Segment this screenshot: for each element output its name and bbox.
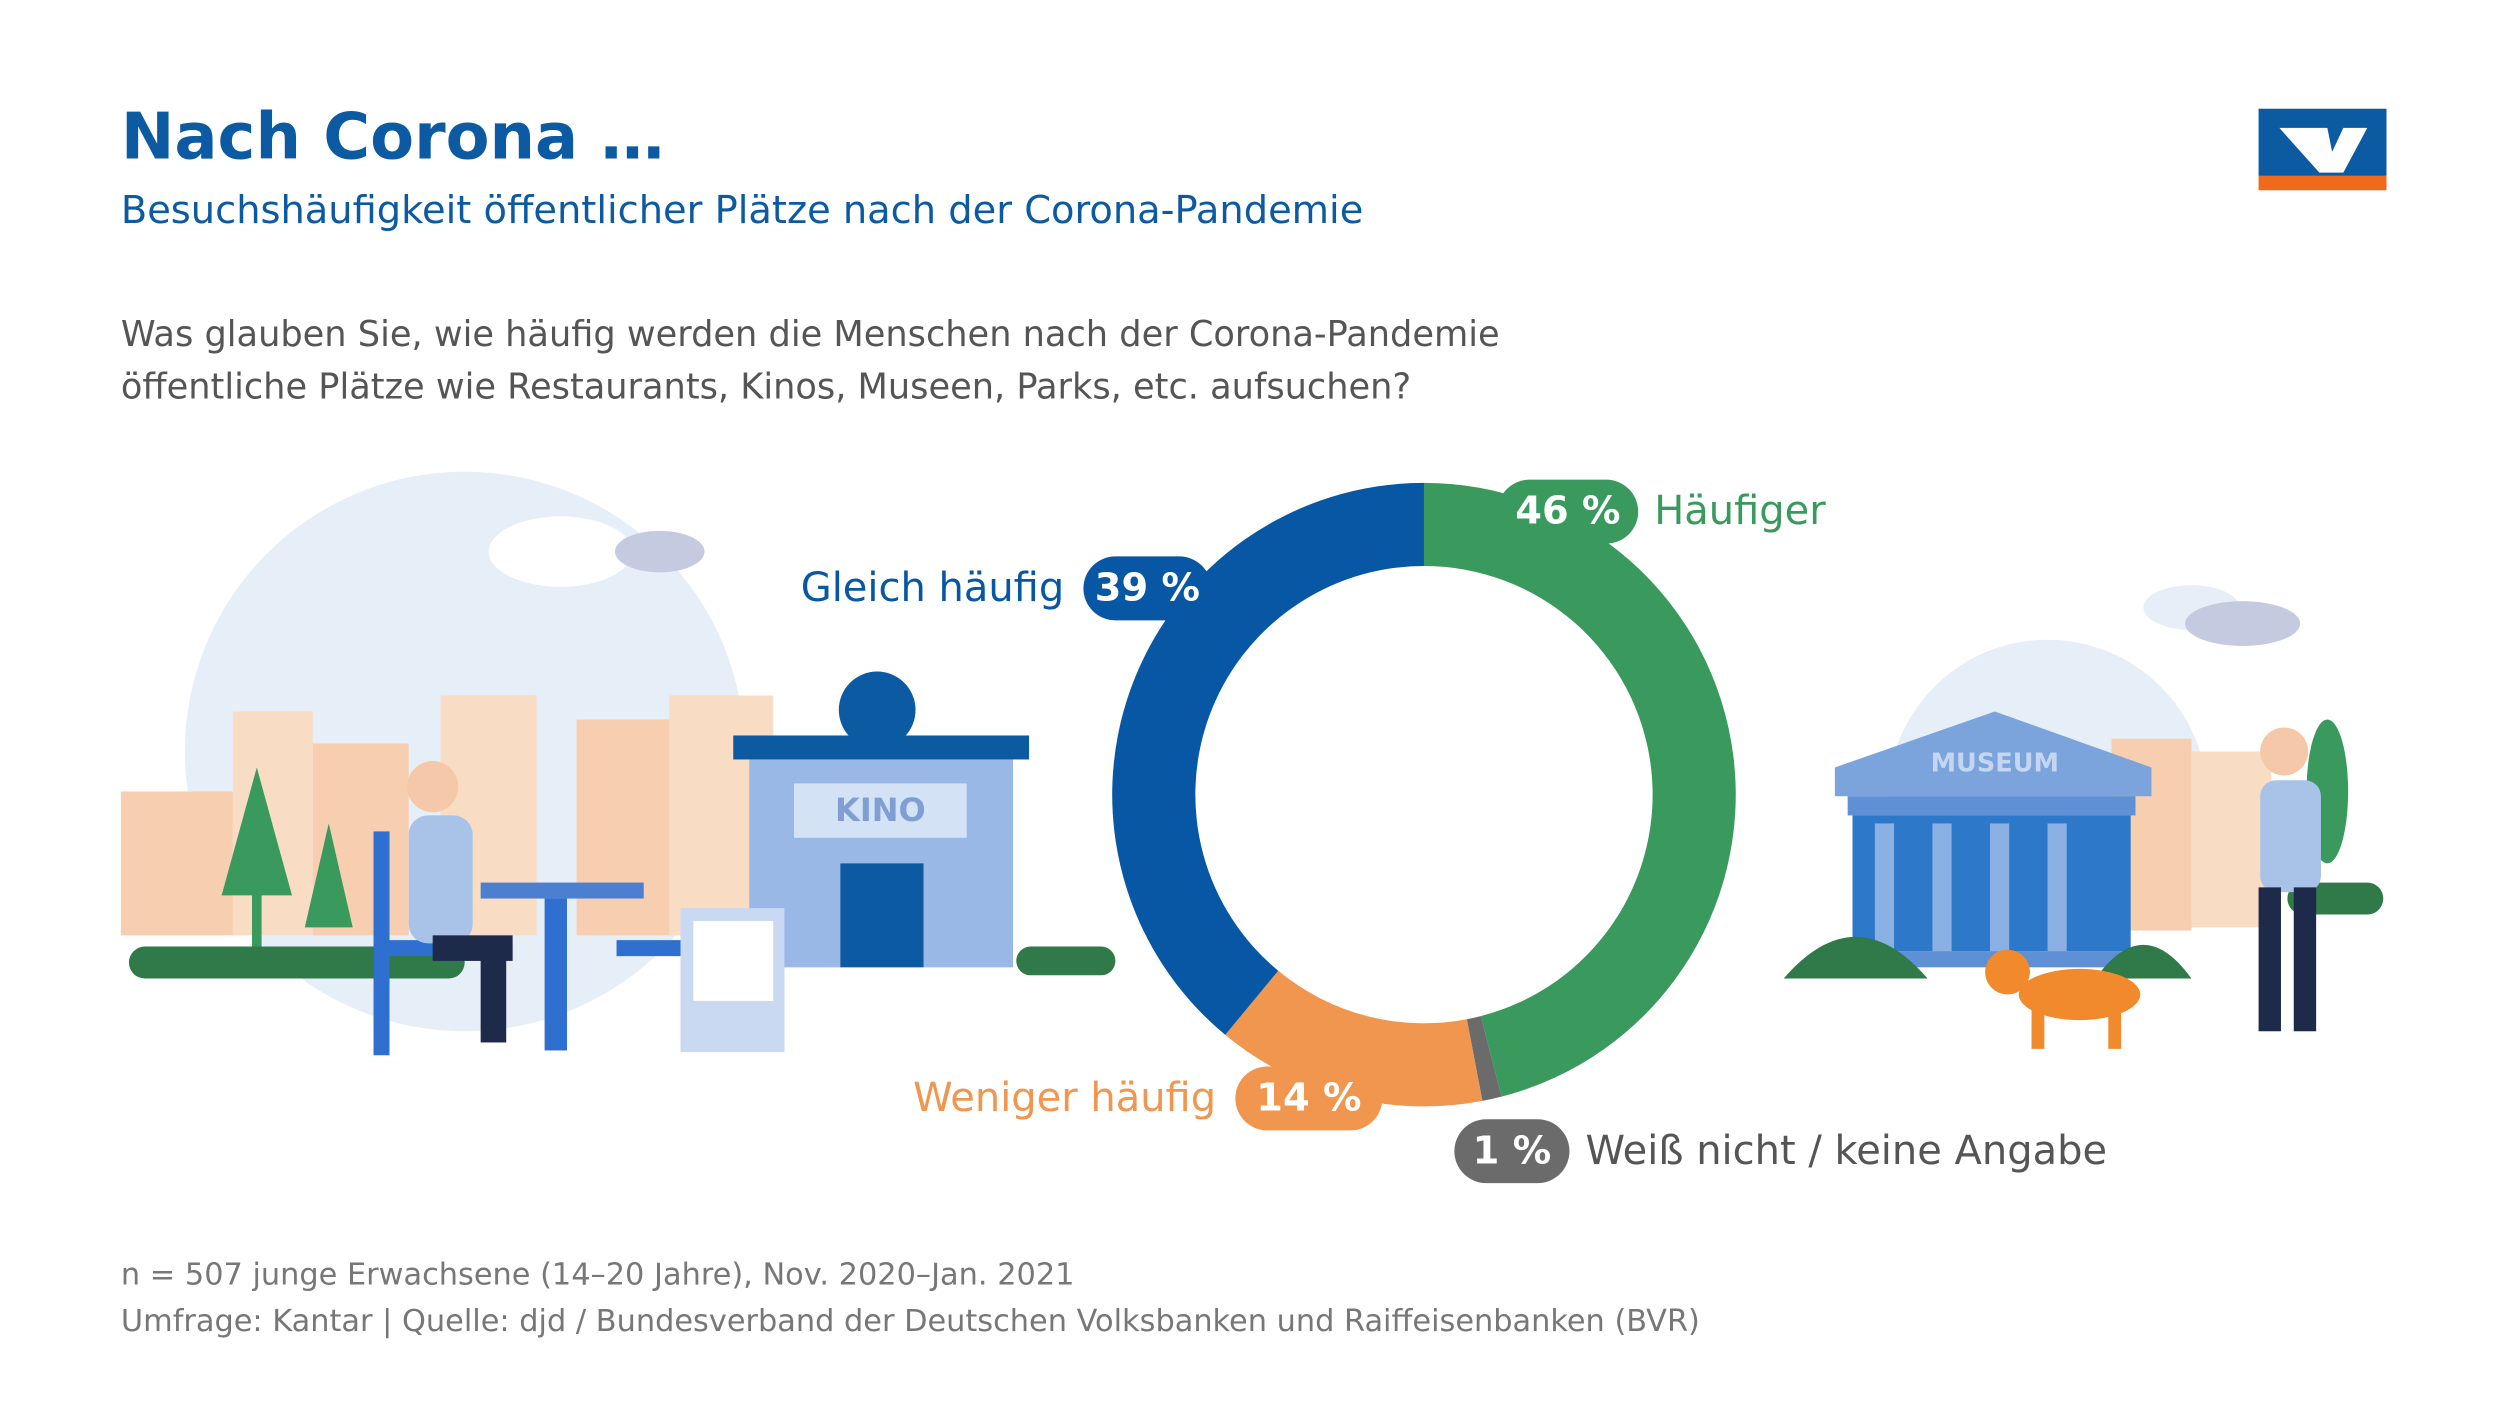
category-label: Weniger häufig bbox=[913, 1075, 1216, 1121]
data-label: 1 % bbox=[1473, 1128, 1551, 1173]
data-label: 39 % bbox=[1095, 565, 1200, 610]
donut-segment bbox=[1423, 482, 1736, 1097]
source: Umfrage: Kantar | Quelle: djd / Bundesve… bbox=[121, 1304, 1700, 1339]
donut-segment bbox=[1466, 1016, 1502, 1101]
museum-sign: MUSEUM bbox=[1931, 748, 2059, 778]
category-label: Gleich häufig bbox=[801, 565, 1065, 611]
category-label: Weiß nicht / keine Angabe bbox=[1585, 1128, 2107, 1174]
value-pill bbox=[1235, 1066, 1383, 1131]
logo bbox=[2258, 108, 2387, 191]
chart-subtitle: Besuchshäufigkeit öffentlicher Plätze na… bbox=[121, 188, 1363, 233]
value-pill bbox=[1083, 556, 1212, 621]
note: n = 507 junge Erwachsene (14–20 Jahre), … bbox=[121, 1257, 1075, 1292]
right-illustration: MUSEUM bbox=[1783, 585, 2384, 1049]
donut-segment bbox=[1112, 482, 1424, 1035]
question-line: Was glauben Sie, wie häufig werden die M… bbox=[121, 314, 1500, 355]
left-illustration: KINO bbox=[120, 471, 1116, 1056]
data-label: 14 % bbox=[1256, 1076, 1361, 1121]
kino-sign: KINO bbox=[835, 791, 926, 829]
value-pill bbox=[1454, 1119, 1570, 1184]
value-pill bbox=[1497, 479, 1639, 544]
category-label: Häufiger bbox=[1654, 488, 1826, 534]
data-label: 46 % bbox=[1515, 489, 1620, 534]
chart-title: Nach Corona … bbox=[121, 100, 665, 174]
question-line: öffentliche Plätze wie Restaurants, Kino… bbox=[121, 367, 1411, 408]
